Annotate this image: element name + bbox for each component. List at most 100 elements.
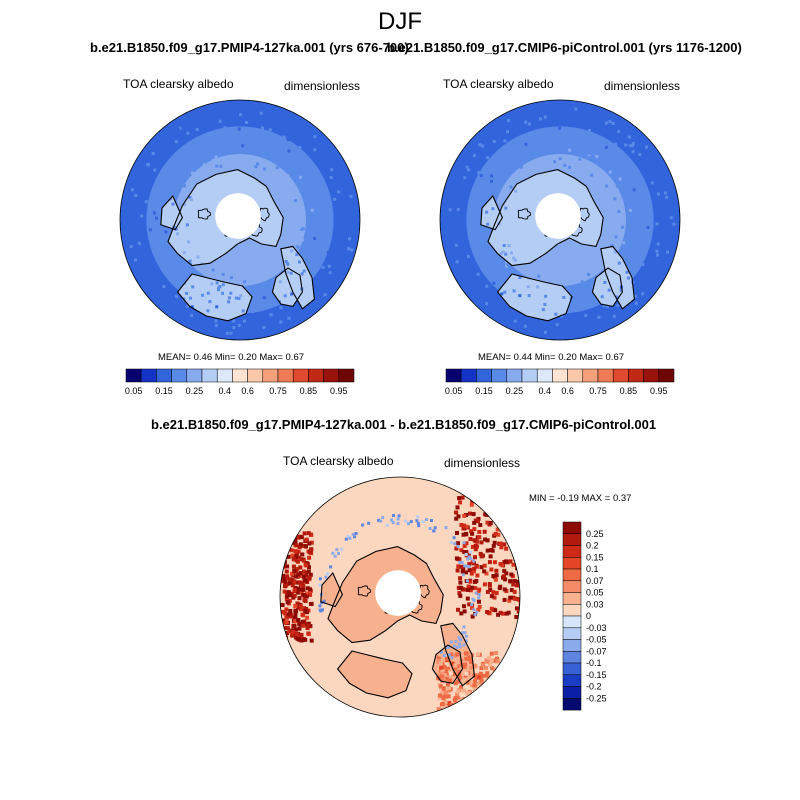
diff-atlantic-cell — [292, 589, 297, 594]
diff-europe-cell — [464, 651, 469, 656]
albedo-speckle — [623, 170, 627, 174]
albedo-speckle — [183, 184, 187, 188]
diff-atlantic-cell — [294, 580, 299, 585]
diff-europe-cell — [439, 685, 444, 690]
diff-atlantic-cell — [291, 630, 296, 634]
diff-europe-cell — [478, 682, 483, 687]
diff-pacific-cell — [478, 551, 483, 556]
diff-europe-cell — [488, 710, 493, 715]
albedo-speckle — [214, 155, 218, 159]
diff-pacific-cell — [462, 523, 467, 528]
diff-europe-cell — [447, 688, 452, 693]
albedo-speckle — [524, 142, 528, 146]
diff-atlantic-cell — [298, 604, 303, 608]
diff-pacific-cell — [502, 560, 507, 565]
diff-pacific-cell — [472, 538, 477, 543]
albedo-speckle — [188, 259, 192, 263]
albedo-speckle — [259, 111, 263, 115]
diff-atlantic-cell — [309, 532, 314, 537]
diff-europe-cell — [484, 683, 489, 688]
albedo-speckle — [614, 235, 618, 239]
diff-europe-cell — [444, 694, 449, 699]
diff-atlantic-cell — [292, 615, 297, 620]
diff-atlantic-cell — [287, 537, 292, 542]
albedo-speckle — [313, 135, 317, 139]
diff-europe-cell — [461, 707, 466, 712]
diff-europe-cell — [444, 653, 449, 658]
diff-europe-cell — [450, 661, 455, 666]
diff-pacific-cell — [477, 535, 482, 540]
albedo-speckle — [580, 294, 584, 298]
diff-pacific-cell — [476, 607, 481, 612]
albedo-speckle — [604, 121, 608, 125]
albedo-speckle — [506, 263, 510, 267]
albedo-speckle — [577, 133, 581, 137]
diff-atlantic-cell — [285, 626, 290, 631]
albedo-speckle — [294, 199, 297, 203]
diff-pacific-cell — [464, 524, 469, 529]
albedo-speckle — [571, 285, 575, 289]
albedo-zone-middle — [146, 126, 334, 314]
colorbar-tick-label: 0.05 — [125, 386, 143, 396]
albedo-speckle — [658, 212, 662, 216]
albedo-speckle — [223, 126, 227, 130]
albedo-speckle — [507, 244, 511, 248]
albedo-speckle — [509, 185, 513, 189]
colorbar-swatch — [292, 368, 309, 383]
diff-europe-cell — [492, 658, 497, 663]
diff-europe-cell — [475, 705, 480, 710]
albedo-speckle — [621, 154, 625, 158]
diff-europe-cell — [473, 679, 477, 684]
diff-pacific-cell — [455, 568, 460, 573]
diff-atlantic-cell — [303, 609, 308, 614]
albedo-speckle — [247, 280, 251, 284]
diff-ice-edge-cell — [459, 638, 463, 642]
albedo-speckle — [196, 267, 199, 271]
diff-atlantic-cell — [308, 588, 313, 593]
diff-atlantic-cell — [294, 568, 299, 573]
diff-europe-cell — [449, 652, 454, 657]
albedo-speckle — [626, 226, 630, 229]
coastline-island — [543, 226, 558, 238]
albedo-speckle — [254, 165, 258, 169]
diff-atlantic-cell — [291, 618, 296, 623]
diff-pacific-cell — [492, 575, 497, 580]
diff-atlantic-cell — [294, 635, 299, 640]
albedo-speckle — [501, 250, 505, 254]
diff-europe-cell — [455, 670, 460, 675]
diff-europe-cell — [478, 700, 483, 705]
diff-pacific-cell — [475, 535, 480, 540]
diff-europe-cell — [492, 667, 497, 672]
diff-pacific-cell — [497, 523, 501, 528]
diff-europe-cell — [462, 710, 467, 715]
diff-europe-cell — [442, 692, 447, 696]
albedo-speckle — [607, 288, 611, 292]
colorbar-swatch — [476, 368, 492, 383]
diff-europe-cell — [460, 702, 465, 707]
diff-europe-cell — [453, 681, 458, 686]
colorbar-tick-label: 0.75 — [589, 386, 607, 396]
diff-europe-cell — [448, 687, 453, 692]
albedo-speckle — [597, 149, 601, 153]
albedo-speckle — [616, 205, 620, 209]
diff-pacific-cell — [508, 579, 513, 584]
diff-pacific-cell — [507, 521, 512, 526]
diff-ice-edge-cell — [396, 517, 400, 521]
diff-europe-cell — [484, 689, 489, 694]
albedo-speckle — [208, 300, 212, 304]
diff-pacific-cell — [464, 550, 469, 555]
albedo-speckle — [152, 211, 156, 215]
diff-europe-cell — [469, 659, 474, 664]
diff-europe-cell — [470, 683, 475, 688]
albedo-speckle — [327, 264, 331, 268]
diff-pacific-cell — [482, 569, 487, 574]
diff-europe-cell — [474, 683, 479, 688]
diff-atlantic-cell — [290, 577, 295, 582]
albedo-speckle — [603, 281, 607, 284]
albedo-speckle — [310, 245, 314, 249]
albedo-speckle — [290, 292, 294, 296]
diff-pacific-cell — [478, 497, 483, 502]
diff-europe-cell — [442, 694, 447, 699]
diff-atlantic-cell — [306, 569, 311, 574]
albedo-speckle — [632, 171, 636, 175]
